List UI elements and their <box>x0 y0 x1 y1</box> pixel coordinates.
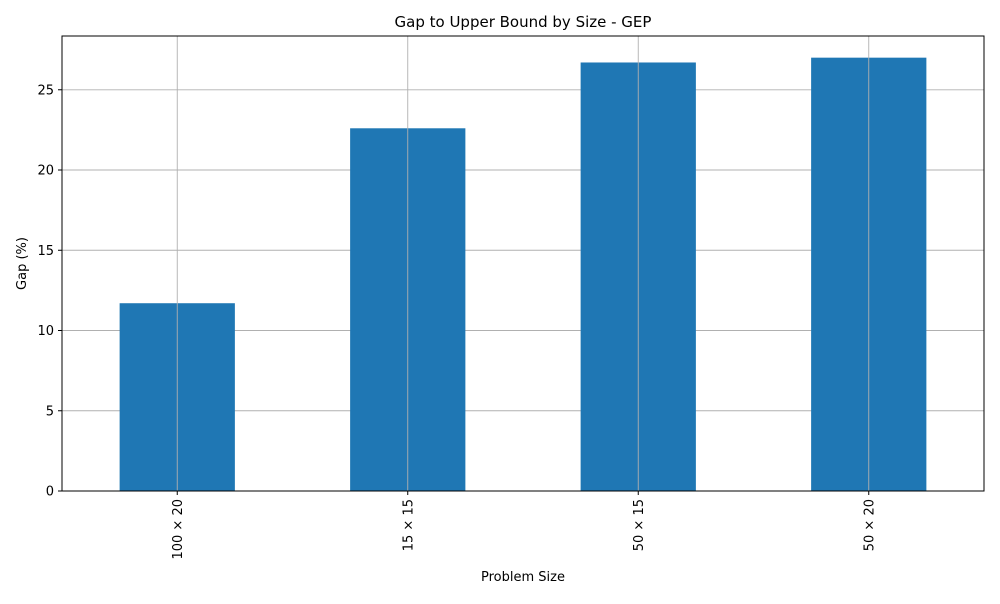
y-tick-label: 20 <box>37 164 54 179</box>
x-tick-label: 100 × 20 <box>171 499 186 560</box>
x-grid-layer <box>176 36 870 491</box>
y-axis-label: Gap (%) <box>15 237 30 290</box>
y-tick-label: 10 <box>37 324 54 339</box>
y-tick-label: 5 <box>46 404 54 419</box>
bar-layer <box>119 57 927 492</box>
plot-area-frame <box>61 35 985 492</box>
x-tick-label: 50 × 20 <box>862 499 877 551</box>
y-tick-label: 0 <box>46 485 54 500</box>
x-axis-label: Problem Size <box>481 570 565 585</box>
x-tick-label: 50 × 15 <box>632 499 647 551</box>
y-tick-label: 25 <box>37 83 54 98</box>
y-axis-ticks: 0 5 10 15 20 25 <box>37 83 62 500</box>
x-axis-ticks: 100 × 20 15 × 15 50 × 15 50 × 20 <box>171 491 877 560</box>
chart-title: Gap to Upper Bound by Size - GEP <box>395 13 652 31</box>
x-tick-label: 15 × 15 <box>401 499 416 551</box>
y-tick-label: 15 <box>37 244 54 259</box>
